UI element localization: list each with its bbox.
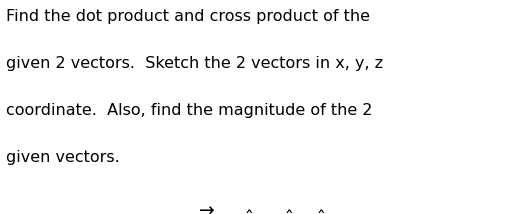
Text: given 2 vectors.  Sketch the 2 vectors in x, y, z: given 2 vectors. Sketch the 2 vectors in… [6,56,383,71]
Text: coordinate.  Also, find the magnitude of the 2: coordinate. Also, find the magnitude of … [6,103,373,118]
Text: $\mathregular{\overrightarrow{A} = 3\hat{i} + 2\hat{j} - \hat{k}}$: $\mathregular{\overrightarrow{A} = 3\hat… [198,205,328,214]
Text: given vectors.: given vectors. [6,150,120,165]
Text: Find the dot product and cross product of the: Find the dot product and cross product o… [6,9,370,24]
